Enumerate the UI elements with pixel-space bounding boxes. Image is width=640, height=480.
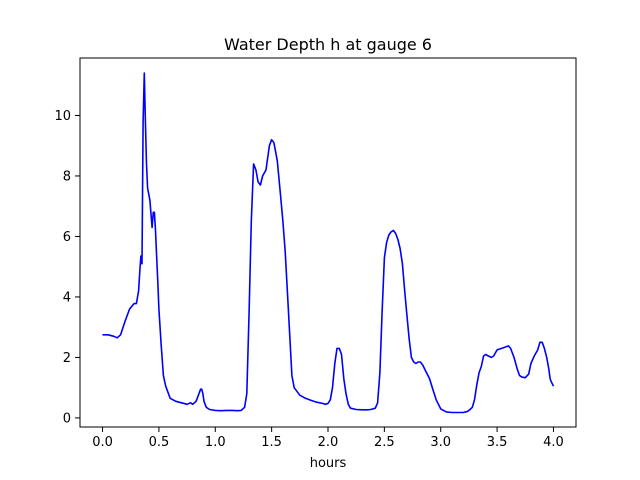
x-axis-label: hours bbox=[310, 456, 347, 471]
x-tick-label: 3.5 bbox=[487, 435, 508, 450]
x-tick-label: 1.0 bbox=[205, 435, 226, 450]
x-tick-label: 0.5 bbox=[149, 435, 170, 450]
series-layer bbox=[102, 72, 555, 414]
x-tick-label: 3.0 bbox=[430, 435, 451, 450]
y-tick-label: 6 bbox=[63, 230, 71, 245]
x-tick-label: 0.0 bbox=[92, 435, 113, 450]
y-tick-label: 0 bbox=[63, 411, 71, 426]
series-line bbox=[102, 72, 555, 414]
x-tick-label: 1.5 bbox=[261, 435, 282, 450]
x-axis-ticks: 0.0 0.5 1.0 1.5 2.0 2.5 3.0 3.5 4.0 bbox=[92, 427, 564, 450]
x-tick-label: 2.5 bbox=[374, 435, 395, 450]
x-tick-label: 2.0 bbox=[318, 435, 339, 450]
x-tick-label: 4.0 bbox=[543, 435, 564, 450]
y-tick-label: 2 bbox=[63, 351, 71, 366]
y-tick-label: 4 bbox=[63, 290, 71, 305]
y-tick-label: 10 bbox=[54, 109, 71, 124]
y-tick-label: 8 bbox=[63, 169, 71, 184]
y-axis-ticks: 0 2 4 6 8 10 bbox=[54, 109, 80, 426]
chart-title: Water Depth h at gauge 6 bbox=[224, 35, 432, 54]
